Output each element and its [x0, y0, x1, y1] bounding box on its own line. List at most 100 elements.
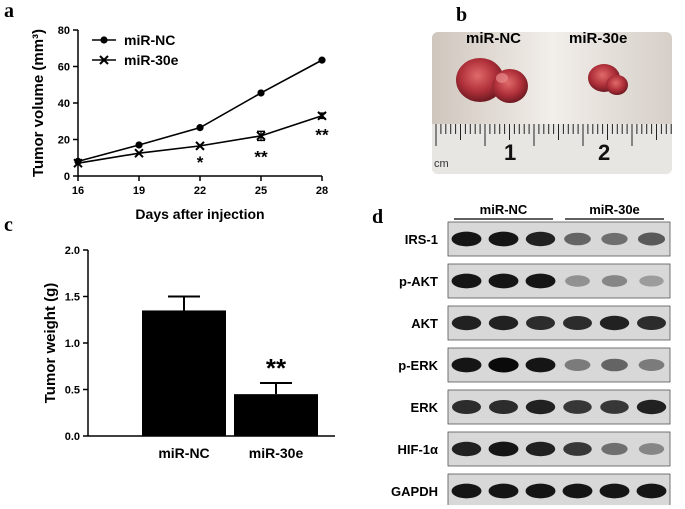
group-label: miR-NC: [480, 202, 528, 217]
photo-label-mir-30e: miR-30e: [569, 30, 628, 47]
error-bar: [168, 295, 200, 311]
blot-label: p-ERK: [398, 358, 438, 373]
blot-band: [451, 441, 482, 457]
y-tick-label: 80: [58, 25, 70, 37]
bar-mir-30e: [234, 394, 318, 436]
blot-band: [488, 273, 519, 289]
blot-band: [601, 442, 628, 456]
data-point-mir-nc: [196, 124, 204, 132]
blot-strip: [447, 221, 671, 257]
blot-strip: [447, 431, 671, 467]
blot-band: [563, 315, 592, 331]
blot-band: [637, 232, 666, 246]
x-tick-label: 22: [194, 185, 206, 197]
y-tick-label: 20: [58, 135, 70, 147]
significance-label: **: [254, 147, 268, 166]
blot-band: [451, 231, 482, 247]
panel-letter-d: d: [372, 206, 384, 228]
y-tick-label: 1.5: [65, 292, 80, 304]
blot-band: [564, 232, 591, 246]
panel-letter-b: b: [456, 4, 468, 26]
blot-band: [601, 358, 628, 372]
blot-band: [599, 483, 630, 499]
blot-label: p-AKT: [399, 274, 438, 289]
blot-label: HIF-1α: [398, 442, 439, 457]
blot-label: ERK: [411, 400, 439, 415]
data-point-mir-30e: [317, 111, 327, 121]
ruler-number-2: 2: [598, 140, 611, 165]
y-axis-label: Tumor weight (g): [42, 283, 59, 404]
blot-band: [525, 357, 556, 373]
group-label: miR-30e: [589, 202, 640, 217]
blot-band: [565, 275, 590, 287]
blot-band: [488, 483, 519, 499]
blot-band: [488, 357, 519, 373]
data-point-mir-30e: [256, 131, 266, 141]
y-tick-label: 40: [58, 98, 70, 110]
significance-label: *: [197, 153, 204, 172]
blot-band: [600, 400, 629, 414]
blot-band: [563, 442, 592, 456]
photo-label-mir-nc: miR-NC: [466, 30, 521, 47]
tumor-weight-bar-chart: 0.0 0.5 1.0 1.5 2.0 Tumor weight (g) miR-NC miR…: [42, 245, 335, 461]
panel-letter-a: a: [4, 0, 14, 22]
blot-band: [488, 231, 519, 247]
tumor-volume-line-chart: 0 20 40 60 80 16 19 22 25 28 Days after injection T…: [30, 25, 329, 222]
ruler: [432, 124, 672, 174]
data-point-mir-nc: [257, 89, 265, 97]
blot-band: [452, 399, 481, 415]
tumor-mir-nc: [456, 58, 528, 103]
blot-band: [451, 483, 482, 499]
blot-band: [525, 483, 556, 499]
y-tick-label: 2.0: [65, 245, 80, 257]
x-axis-label: Days after injection: [135, 206, 264, 222]
blot-band: [488, 315, 519, 331]
blot-band: [562, 483, 593, 499]
x-tick-label: miR-NC: [158, 445, 209, 461]
blot-band: [525, 273, 556, 289]
blot-band: [601, 275, 628, 287]
blot-band: [525, 441, 556, 457]
blot-band: [599, 315, 630, 331]
blot-strip: [447, 305, 671, 341]
significance-label: **: [315, 126, 329, 145]
x-tick-label: 16: [72, 185, 84, 197]
blot-band: [638, 443, 665, 455]
tumor-photo: 1 2 cm: [432, 32, 672, 174]
blot-band: [451, 357, 482, 373]
y-tick-label: 1.0: [65, 338, 80, 350]
blot-label: IRS-1: [405, 232, 438, 247]
blot-label: GAPDH: [391, 484, 438, 499]
blot-strip: [447, 473, 671, 505]
legend-marker: [100, 36, 108, 44]
blot-strip: [447, 263, 671, 299]
data-point-mir-30e: [134, 148, 144, 158]
western-blot: miR-NC miR-30e IRS-1 p-AKT AKT p-ERK ERK HIF-1α…: [391, 202, 671, 505]
blot-band: [636, 483, 667, 499]
blot-band: [525, 231, 556, 247]
x-tick-label: 19: [133, 185, 145, 197]
x-tick-label: 28: [316, 185, 328, 197]
data-point-mir-30e: [73, 158, 83, 168]
data-point-mir-30e: [195, 141, 205, 151]
error-bar: [260, 381, 292, 395]
x-tick-label: 25: [255, 185, 267, 197]
blot-band: [601, 232, 628, 246]
blot-band: [451, 315, 482, 331]
panel-letter-c: c: [4, 214, 13, 236]
blot-band: [489, 399, 518, 415]
x-tick-label: miR-30e: [249, 445, 304, 461]
blot-band: [564, 359, 591, 371]
bar-mir-nc: [142, 310, 226, 436]
tumor-photo-drawing: [432, 32, 672, 174]
blot-band: [525, 399, 556, 415]
blot-band: [488, 441, 519, 457]
y-tick-label: 0.5: [65, 385, 80, 397]
blot-band: [636, 399, 667, 415]
y-axis-label: Tumor volume (mm³): [30, 29, 47, 177]
blot-strip: [447, 347, 671, 383]
ruler-number-1: 1: [504, 140, 517, 165]
data-point-mir-nc: [135, 141, 143, 149]
ruler-unit: cm: [434, 158, 449, 170]
blot-label: AKT: [411, 316, 438, 331]
